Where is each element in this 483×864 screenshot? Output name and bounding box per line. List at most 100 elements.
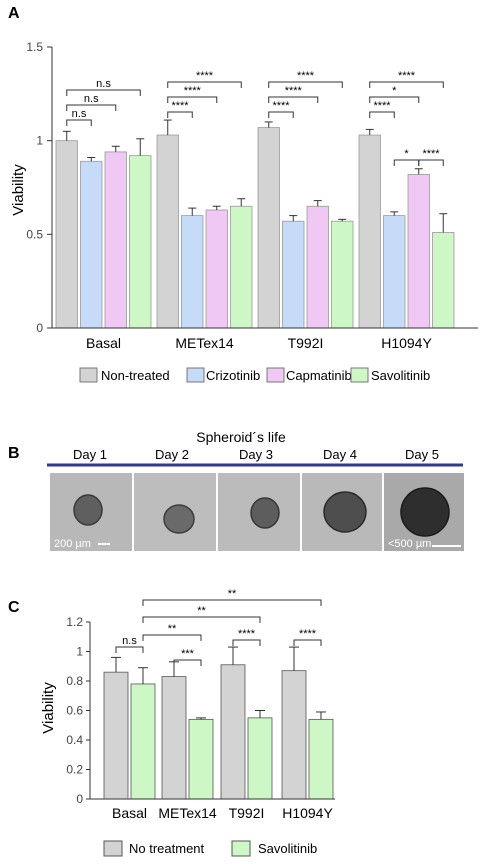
spheroid-day-4 bbox=[323, 491, 367, 533]
panel-a-category-label: T992I bbox=[288, 335, 324, 351]
significance-label: **** bbox=[373, 100, 391, 112]
bar-capmatinib-t992i bbox=[306, 205, 329, 329]
significance-label: **** bbox=[196, 70, 214, 82]
significance-label: n.s bbox=[72, 108, 87, 120]
significance-bracket bbox=[167, 81, 242, 88]
significance-bracket bbox=[66, 104, 117, 111]
panel-c-ytick-label: 0.4 bbox=[66, 733, 83, 747]
bar-crizotinib-basal bbox=[80, 160, 103, 329]
spheroid-day-5 bbox=[400, 487, 450, 537]
day-label-2: Day 2 bbox=[155, 447, 189, 462]
significance-bracket bbox=[369, 81, 444, 88]
panel-a-ytick-label: 1.5 bbox=[26, 40, 43, 54]
significance-bracket bbox=[369, 96, 420, 103]
panel-a-ylabel: Viability bbox=[10, 164, 27, 216]
bar-crizotinib-t992i bbox=[282, 220, 305, 329]
significance-label: **** bbox=[398, 70, 416, 82]
significance-label: ** bbox=[197, 605, 206, 617]
panel-b-letter: B bbox=[8, 445, 20, 462]
significance-bracket bbox=[66, 89, 141, 96]
significance-label: * bbox=[404, 148, 409, 160]
bar-savolitinib-h1094y bbox=[432, 232, 455, 329]
significance-label: n.s bbox=[84, 93, 99, 105]
legend-swatch-no-treatment bbox=[103, 840, 123, 857]
significance-bracket bbox=[167, 96, 218, 103]
legend-label-savolitinib-c: Savolitinib bbox=[258, 841, 317, 856]
bar-savolitinib-metex14 bbox=[188, 718, 214, 800]
legend-label-non-treated: Non-treated bbox=[101, 368, 170, 383]
spheroid-day-3 bbox=[250, 497, 280, 529]
significance-bracket bbox=[142, 634, 202, 641]
significance-label: n.s bbox=[96, 78, 111, 90]
panel-c-category-label: T992I bbox=[229, 805, 265, 821]
panel-c-ytick-label: 0.6 bbox=[66, 704, 83, 718]
bar-savolitinib-t992i bbox=[331, 220, 354, 329]
significance-label: **** bbox=[171, 100, 189, 112]
legend-label-capmatinib: Capmatinib bbox=[286, 368, 352, 383]
significance-label: **** bbox=[299, 628, 317, 640]
significance-label: ** bbox=[168, 623, 177, 635]
legend-label-no-treatment: No treatment bbox=[129, 841, 205, 856]
bar-savolitinib-h1094y bbox=[308, 718, 334, 800]
significance-bracket bbox=[142, 599, 322, 606]
bar-savolitinib-metex14 bbox=[230, 205, 253, 329]
panel-c-legend: No treatment Savolitinib bbox=[103, 840, 317, 857]
legend-swatch-capmatinib bbox=[266, 367, 285, 383]
panel-c-ytick-label: 1.2 bbox=[66, 615, 83, 629]
significance-label: **** bbox=[184, 85, 202, 97]
panel-c-ytick-label: 1 bbox=[76, 645, 83, 659]
day-label-1: Day 1 bbox=[73, 447, 107, 462]
significance-label: **** bbox=[422, 148, 440, 160]
panel-a-category-label: Basal bbox=[86, 335, 121, 351]
significance-bracket bbox=[142, 616, 261, 623]
significance-label: **** bbox=[272, 100, 290, 112]
panel-a-ytick-label: 0.5 bbox=[26, 227, 43, 241]
significance-bracket bbox=[232, 639, 261, 646]
legend-swatch-crizotinib bbox=[186, 367, 205, 383]
panel-c-category-label: Basal bbox=[112, 805, 147, 821]
significance-bracket bbox=[393, 159, 420, 166]
legend-swatch-savolitinib-c bbox=[231, 840, 251, 857]
scale-bar-label-right: <500 µm bbox=[388, 538, 431, 550]
significance-bracket bbox=[418, 159, 444, 166]
panel-c-letter: C bbox=[8, 599, 20, 616]
spheroid-day-1 bbox=[73, 494, 103, 526]
significance-bracket bbox=[268, 81, 343, 88]
panel-a-chart: A Viability n.sn.sn.s*******************… bbox=[8, 5, 478, 351]
bar-no-treatment-metex14 bbox=[161, 676, 187, 800]
panel-c-ytick-label: 0.2 bbox=[66, 763, 83, 777]
legend-swatch-savolitinib bbox=[350, 367, 369, 383]
significance-label: **** bbox=[238, 628, 256, 640]
bar-savolitinib-basal bbox=[129, 155, 152, 329]
scale-bar-label-left: 200 µm bbox=[54, 538, 91, 550]
significance-bracket bbox=[66, 119, 92, 126]
bar-non-treated-t992i bbox=[257, 127, 280, 329]
significance-bracket bbox=[369, 111, 395, 118]
legend-label-savolitinib: Savolitinib bbox=[371, 368, 430, 383]
significance-bracket bbox=[115, 646, 144, 653]
day-label-5: Day 5 bbox=[405, 447, 439, 462]
bar-no-treatment-basal bbox=[103, 671, 129, 800]
bar-crizotinib-metex14 bbox=[181, 215, 204, 329]
legend-swatch-non-treated bbox=[79, 367, 98, 383]
significance-bracket bbox=[268, 111, 294, 118]
bar-capmatinib-metex14 bbox=[205, 209, 228, 329]
panel-c-ytick-label: 0 bbox=[76, 792, 83, 806]
panel-a-ytick-label: 1 bbox=[36, 134, 43, 148]
spheroid-day-2 bbox=[163, 504, 195, 534]
panel-b-images: B Spheroid´s life Day 1 Day 2 Day 3 Day … bbox=[8, 429, 464, 551]
panel-b-title: Spheroid´s life bbox=[196, 429, 286, 445]
significance-label: **** bbox=[297, 70, 315, 82]
bar-non-treated-basal bbox=[55, 140, 78, 329]
legend-label-crizotinib: Crizotinib bbox=[206, 368, 260, 383]
bar-non-treated-h1094y bbox=[358, 134, 381, 329]
bar-crizotinib-h1094y bbox=[383, 215, 406, 329]
bar-capmatinib-basal bbox=[104, 151, 127, 329]
bar-non-treated-metex14 bbox=[156, 134, 179, 329]
significance-label: *** bbox=[181, 648, 195, 660]
panel-c-category-label: METex14 bbox=[158, 805, 217, 821]
panel-c-ylabel: Viability bbox=[40, 682, 57, 734]
panel-a-ytick-label: 0 bbox=[36, 321, 43, 335]
bar-savolitinib-t992i bbox=[247, 717, 273, 800]
